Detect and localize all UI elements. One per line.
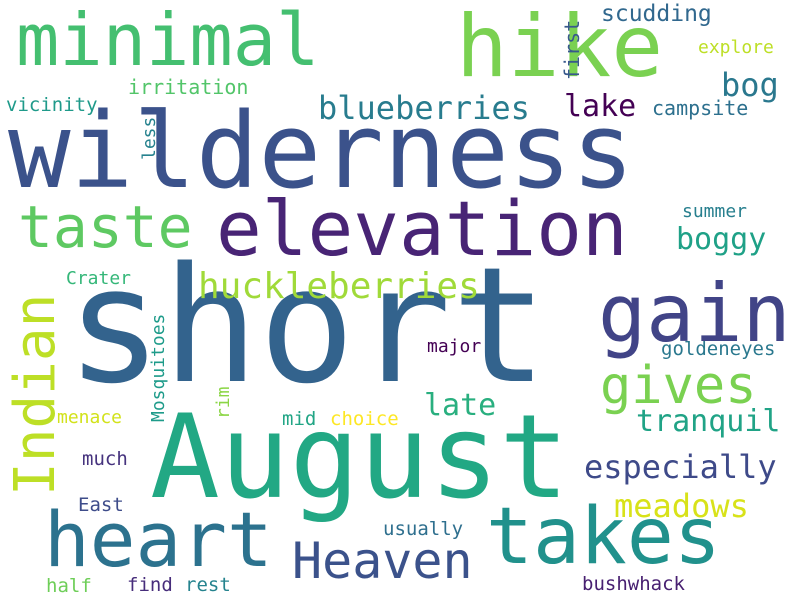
- word-crater: Crater: [66, 268, 132, 289]
- word-august: August: [150, 390, 570, 525]
- word-scudding: scudding: [601, 1, 712, 27]
- word-lake: lake: [564, 89, 637, 124]
- word-bushwhack: bushwhack: [582, 573, 685, 595]
- word-campsite: campsite: [652, 96, 749, 120]
- word-explore: explore: [698, 37, 774, 58]
- word-less: less: [139, 116, 160, 160]
- word-hike: hike: [456, 0, 664, 97]
- word-minimal: minimal: [16, 0, 320, 82]
- word-meadows: meadows: [614, 487, 749, 525]
- word-especially: especially: [584, 448, 777, 486]
- word-elevation: elevation: [216, 184, 628, 273]
- word-tranquil: tranquil: [636, 404, 781, 439]
- word-half: half: [46, 575, 92, 597]
- word-rim: rim: [213, 386, 234, 419]
- word-east: East: [78, 494, 124, 516]
- word-major: major: [427, 336, 482, 357]
- word-goldeneyes: goldeneyes: [661, 338, 776, 360]
- word-summer: summer: [682, 201, 748, 222]
- word-short: short: [66, 232, 548, 419]
- word-vicinity: vicinity: [6, 94, 98, 116]
- word-first: first: [560, 19, 584, 80]
- word-blueberries: blueberries: [318, 89, 530, 127]
- word-boggy: boggy: [676, 222, 767, 257]
- word-takes: takes: [486, 492, 721, 582]
- word-choice: choice: [330, 408, 399, 430]
- word-gives: gives: [600, 356, 757, 416]
- word-heart: heart: [44, 495, 273, 584]
- word-wilderness: wilderness: [8, 90, 635, 212]
- word-rest: rest: [185, 574, 231, 596]
- word-huckleberries: huckleberries: [198, 266, 480, 307]
- word-mosquitoes: Mosquitoes: [148, 313, 169, 422]
- word-heaven: Heaven: [292, 532, 473, 590]
- word-gain: gain: [598, 267, 791, 360]
- word-late: late: [424, 388, 497, 423]
- word-indian: Indian: [3, 293, 68, 496]
- word-irritation: irritation: [128, 75, 249, 99]
- word-usually: usually: [383, 518, 464, 540]
- word-bog: bog: [721, 66, 779, 104]
- word-find: find: [127, 574, 173, 596]
- word-taste: taste: [18, 193, 193, 261]
- word-much: much: [82, 448, 128, 470]
- word-mid: mid: [282, 408, 317, 430]
- word-menace: menace: [57, 407, 123, 428]
